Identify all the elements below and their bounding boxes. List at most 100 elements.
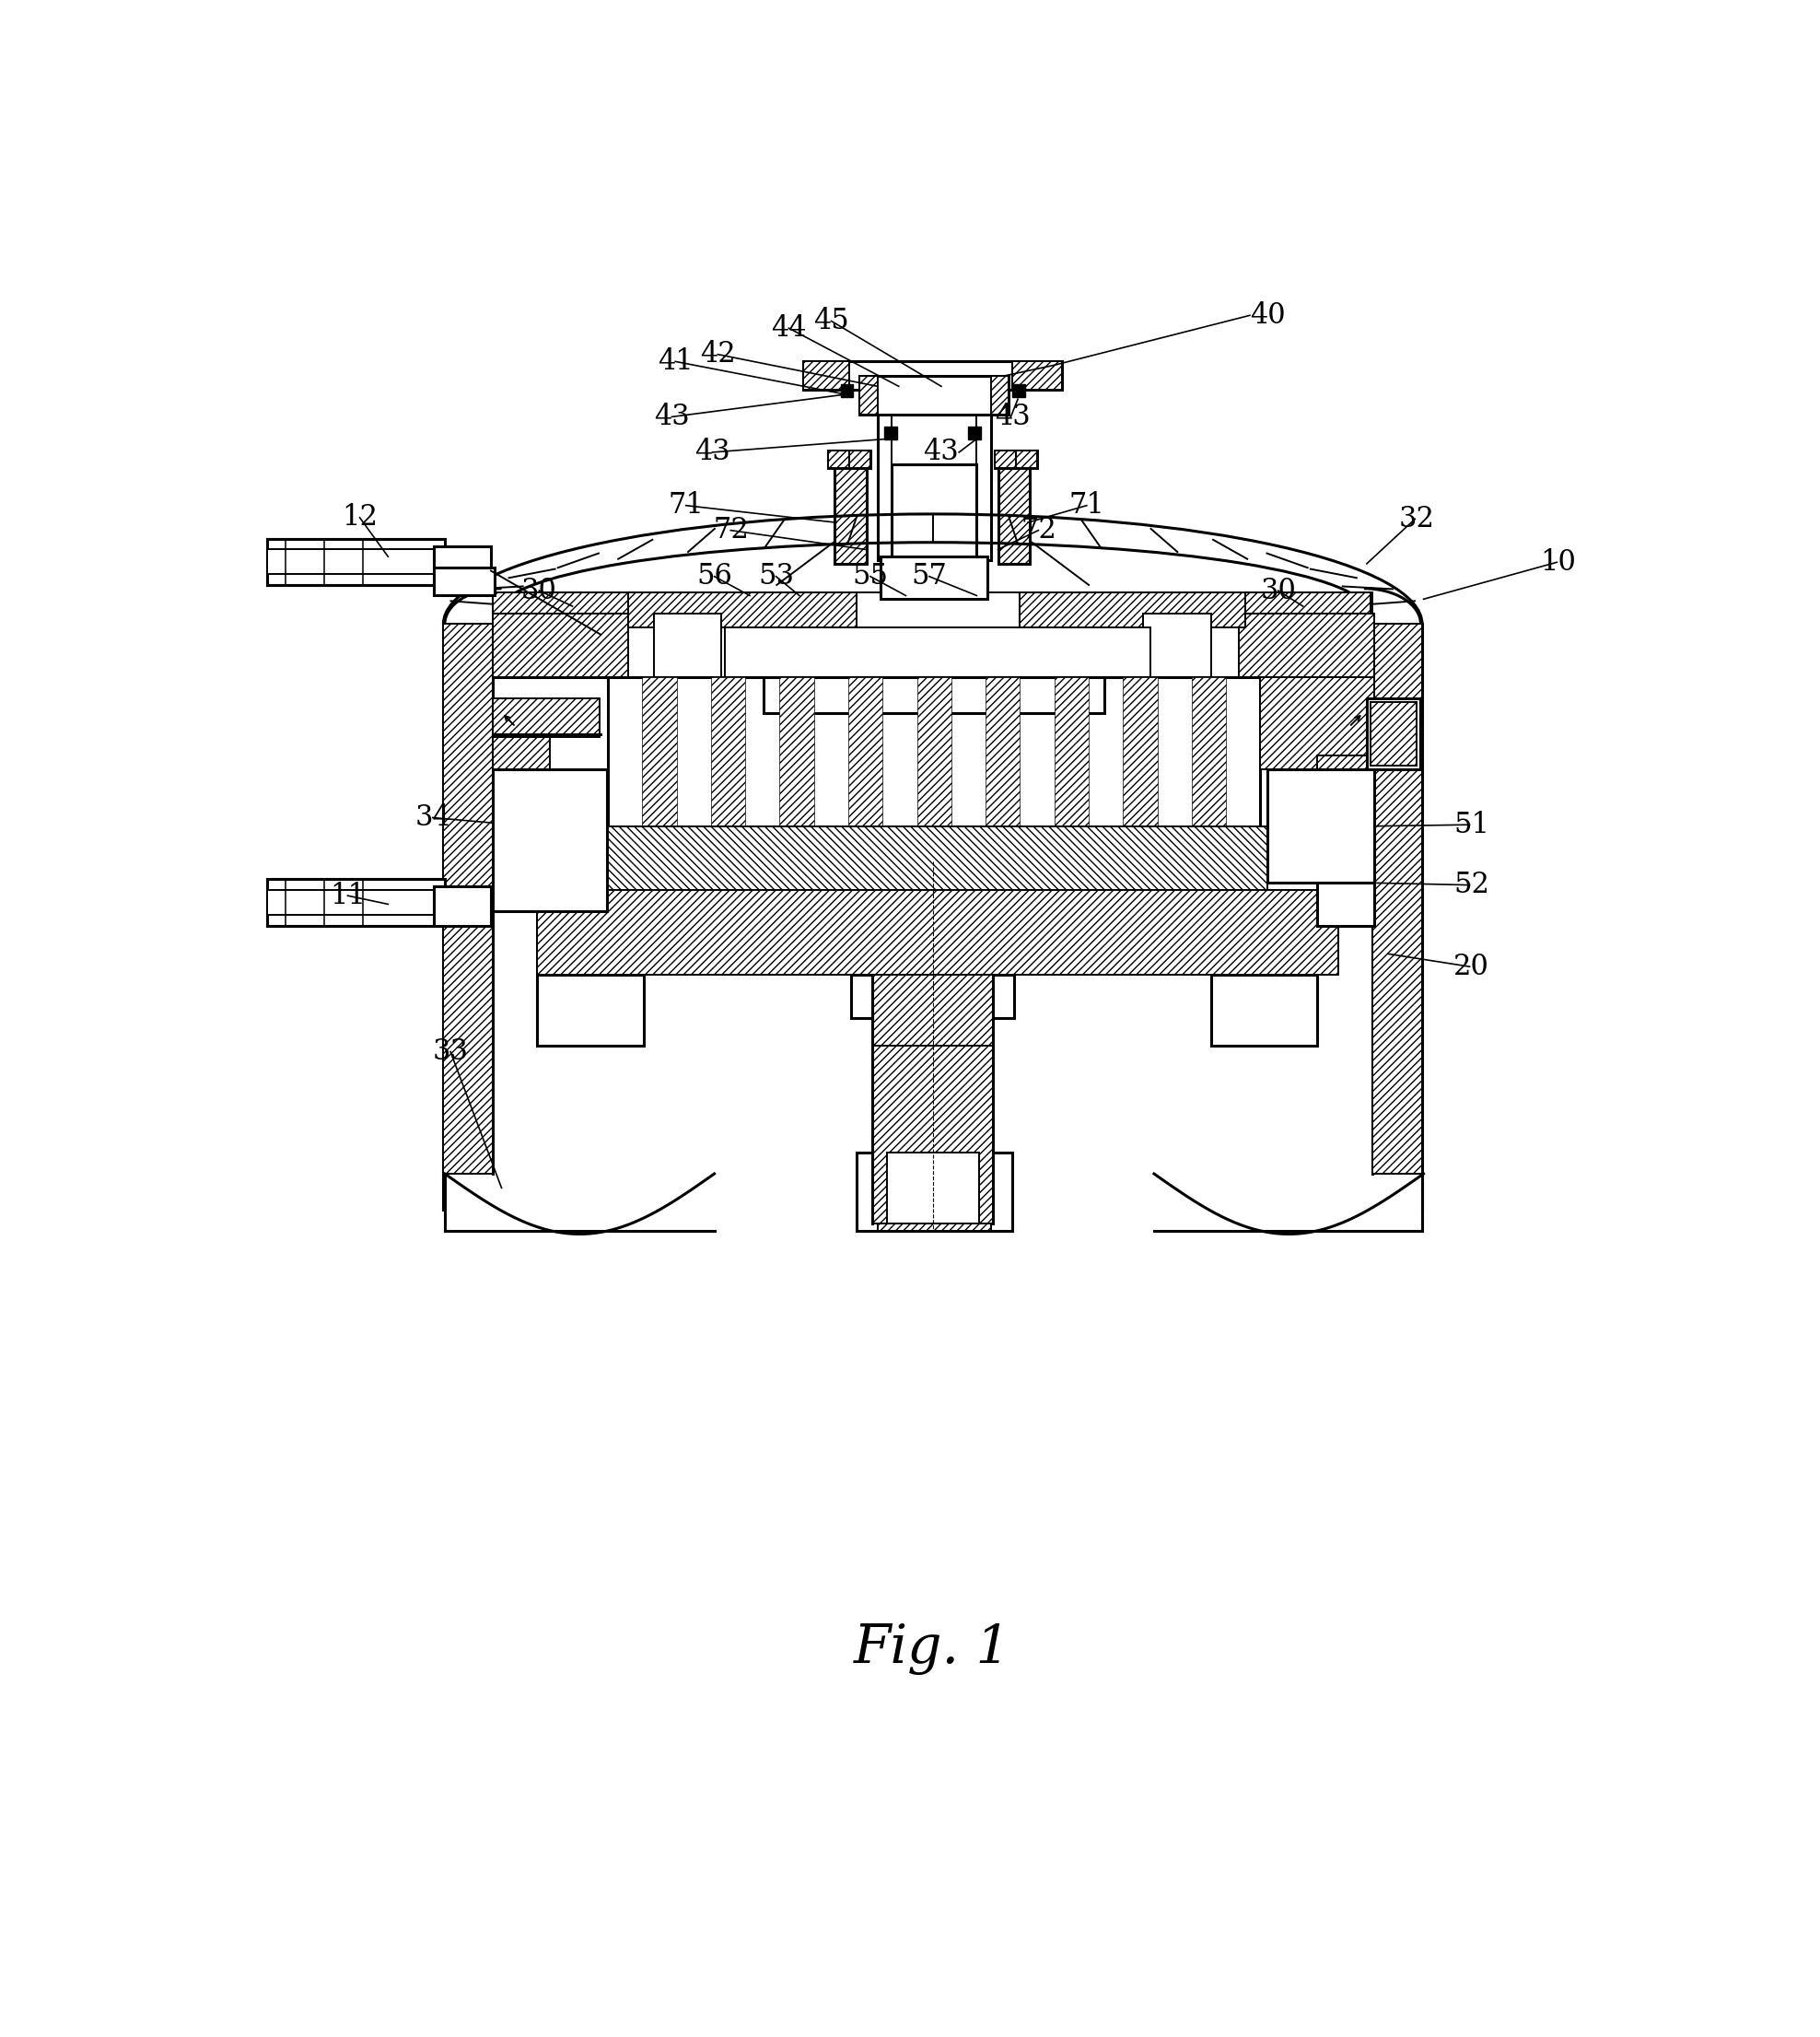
Bar bbox=[435, 546, 491, 585]
Bar bbox=[852, 976, 872, 1018]
Polygon shape bbox=[1267, 770, 1374, 882]
Polygon shape bbox=[1123, 676, 1158, 827]
Bar bbox=[268, 550, 444, 574]
Text: 11: 11 bbox=[329, 882, 366, 911]
Polygon shape bbox=[990, 375, 1008, 416]
Bar bbox=[653, 613, 721, 676]
Text: 20: 20 bbox=[1454, 953, 1489, 982]
Text: 43: 43 bbox=[653, 403, 690, 432]
Bar bbox=[803, 361, 1061, 389]
Text: 12: 12 bbox=[342, 503, 379, 532]
Bar bbox=[886, 1153, 979, 1224]
Polygon shape bbox=[1192, 676, 1227, 827]
Bar bbox=[994, 976, 1014, 1018]
Polygon shape bbox=[642, 676, 677, 827]
Text: 30: 30 bbox=[521, 576, 557, 605]
Bar bbox=[877, 1173, 990, 1230]
Polygon shape bbox=[1054, 676, 1088, 827]
Polygon shape bbox=[1012, 361, 1061, 389]
Polygon shape bbox=[994, 450, 1016, 469]
Text: 55: 55 bbox=[852, 562, 888, 591]
Text: 43: 43 bbox=[994, 403, 1030, 432]
Polygon shape bbox=[848, 676, 883, 827]
Bar bbox=[1210, 976, 1318, 1047]
Polygon shape bbox=[1372, 623, 1421, 1173]
Polygon shape bbox=[493, 770, 608, 911]
Polygon shape bbox=[835, 464, 866, 564]
Text: 32: 32 bbox=[1400, 505, 1434, 534]
Polygon shape bbox=[828, 450, 850, 469]
Polygon shape bbox=[493, 593, 601, 676]
Text: 40: 40 bbox=[1250, 301, 1285, 330]
Bar bbox=[764, 676, 1105, 713]
Bar bbox=[859, 375, 1008, 416]
Bar bbox=[435, 886, 491, 925]
Bar bbox=[1318, 756, 1374, 813]
Bar bbox=[881, 556, 988, 599]
Bar bbox=[872, 1047, 994, 1224]
Bar bbox=[493, 699, 599, 737]
Text: 43: 43 bbox=[695, 438, 730, 466]
Bar bbox=[1101, 593, 1370, 613]
Text: 43: 43 bbox=[923, 438, 959, 466]
Text: 30: 30 bbox=[1261, 576, 1296, 605]
Bar bbox=[608, 676, 1261, 827]
Polygon shape bbox=[1016, 450, 1037, 469]
Bar bbox=[968, 428, 981, 440]
Text: 42: 42 bbox=[701, 340, 735, 369]
Text: 10: 10 bbox=[1540, 548, 1576, 576]
Text: 44: 44 bbox=[772, 314, 806, 342]
Bar bbox=[892, 397, 977, 552]
Text: 45: 45 bbox=[814, 308, 850, 336]
Polygon shape bbox=[779, 676, 814, 827]
Text: 57: 57 bbox=[912, 562, 946, 591]
Bar bbox=[628, 593, 1245, 627]
Bar bbox=[855, 1153, 1012, 1230]
Text: 33: 33 bbox=[433, 1037, 470, 1065]
Polygon shape bbox=[997, 464, 1030, 564]
Bar bbox=[493, 770, 606, 911]
Bar bbox=[892, 464, 977, 564]
Bar bbox=[537, 976, 644, 1047]
Polygon shape bbox=[444, 623, 493, 1173]
Bar bbox=[537, 890, 1338, 976]
Text: 41: 41 bbox=[657, 346, 693, 375]
Bar bbox=[1239, 613, 1374, 676]
Bar bbox=[1143, 613, 1210, 676]
Bar bbox=[601, 827, 1267, 890]
Bar bbox=[1261, 676, 1374, 770]
Bar bbox=[841, 385, 854, 397]
Polygon shape bbox=[803, 361, 850, 389]
Polygon shape bbox=[1370, 703, 1416, 766]
Bar bbox=[877, 389, 990, 560]
Polygon shape bbox=[917, 676, 952, 827]
Bar bbox=[885, 428, 897, 440]
Bar bbox=[268, 540, 444, 585]
Polygon shape bbox=[986, 676, 1019, 827]
Text: 72: 72 bbox=[713, 515, 748, 544]
Bar bbox=[493, 593, 763, 613]
Bar bbox=[724, 627, 1150, 676]
Text: 72: 72 bbox=[1021, 515, 1056, 544]
Text: 71: 71 bbox=[1068, 491, 1105, 519]
Text: 71: 71 bbox=[668, 491, 704, 519]
Text: 34: 34 bbox=[415, 803, 451, 831]
Bar bbox=[994, 450, 1037, 469]
Polygon shape bbox=[859, 375, 877, 416]
Bar bbox=[828, 450, 870, 469]
Bar bbox=[435, 566, 495, 595]
Text: 53: 53 bbox=[759, 562, 794, 591]
Bar bbox=[1267, 770, 1374, 882]
Bar bbox=[493, 733, 550, 911]
Polygon shape bbox=[850, 450, 870, 469]
Bar bbox=[493, 613, 628, 676]
Bar bbox=[872, 976, 994, 1047]
Polygon shape bbox=[1263, 593, 1372, 676]
Polygon shape bbox=[712, 676, 746, 827]
Bar bbox=[1318, 882, 1374, 925]
Bar bbox=[855, 593, 1019, 676]
Bar bbox=[1012, 385, 1025, 397]
Text: 51: 51 bbox=[1454, 811, 1489, 839]
Bar bbox=[1367, 699, 1420, 770]
Text: Fig. 1: Fig. 1 bbox=[854, 1623, 1012, 1674]
